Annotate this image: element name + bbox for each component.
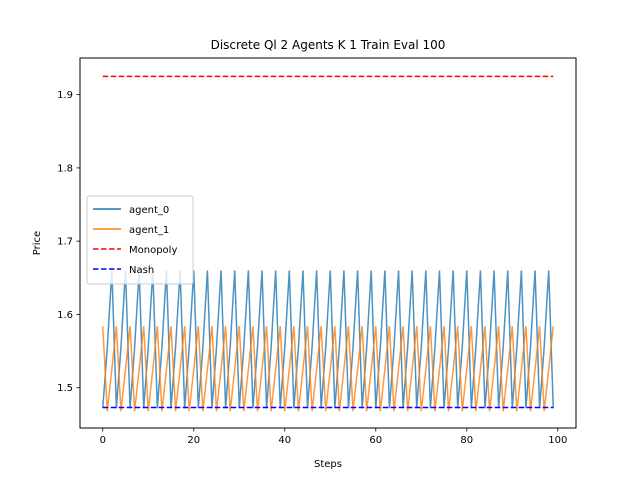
series-line-agent-0 [102, 270, 554, 409]
plot-frame [79, 57, 577, 429]
x-tick-label: 0 [100, 435, 106, 446]
legend-label-agent-0: agent_0 [129, 205, 169, 216]
chart-title: Discrete Ql 2 Agents K 1 Train Eval 100 [211, 38, 446, 52]
x-axis-label: Steps [314, 459, 342, 470]
y-tick-label: 1.7 [57, 237, 73, 248]
legend-box [86, 195, 194, 285]
series-line-agent-1 [102, 326, 554, 412]
legend-label-monopoly: Monopoly [129, 245, 177, 256]
legend: agent_0 agent_1 Monopoly Nash [86, 195, 194, 285]
x-tick-label: 60 [369, 435, 382, 446]
y-tick-label: 1.5 [57, 383, 73, 394]
y-axis-ticks: 1.5 1.6 1.7 1.8 1.9 [57, 90, 80, 394]
legend-label-nash: Nash [129, 265, 154, 276]
x-tick-label: 80 [460, 435, 473, 446]
plot-lines [102, 75, 554, 412]
x-tick-label: 40 [278, 435, 291, 446]
y-tick-label: 1.8 [57, 163, 73, 174]
x-axis-ticks: 0 20 40 60 80 100 [100, 428, 567, 446]
y-tick-label: 1.9 [57, 90, 73, 101]
y-axis-label: Price [32, 231, 43, 255]
legend-label-agent-1: agent_1 [129, 225, 169, 236]
y-tick-label: 1.6 [57, 310, 73, 321]
x-tick-label: 20 [187, 435, 200, 446]
x-tick-label: 100 [548, 435, 567, 446]
